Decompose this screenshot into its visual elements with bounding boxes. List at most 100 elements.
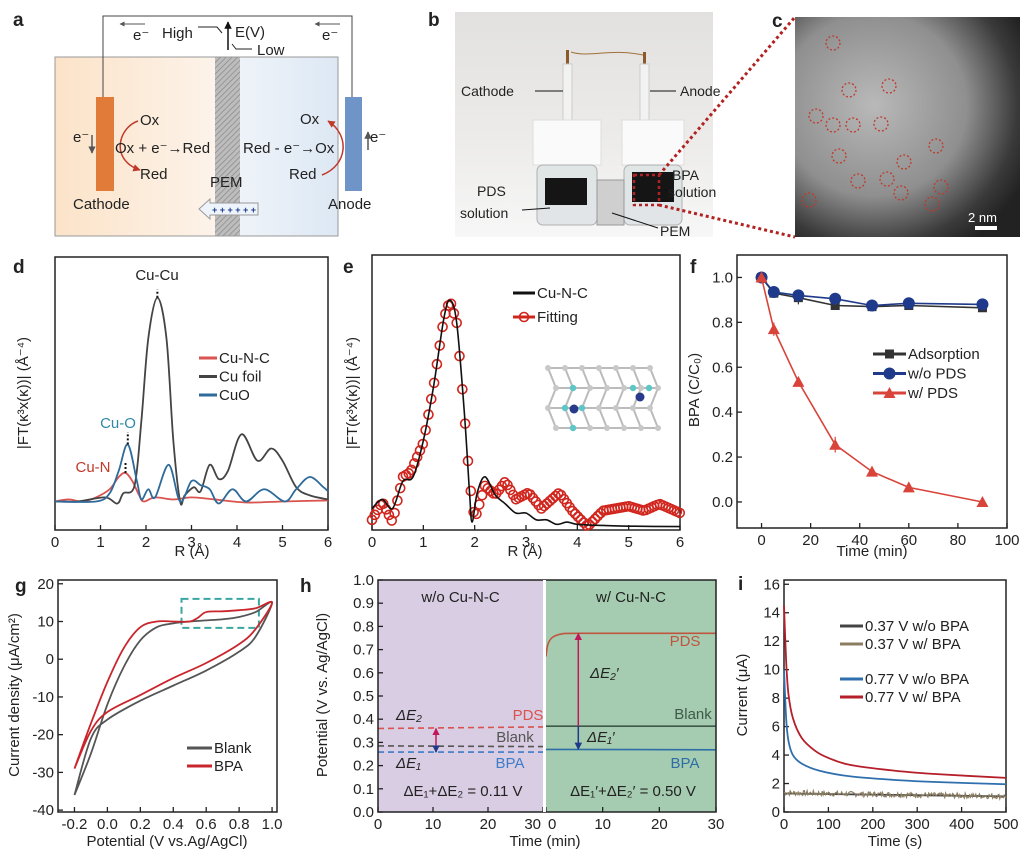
x-tick-label: 0.6 (196, 816, 217, 833)
x-axis-label: R (Å) (508, 543, 543, 560)
panel-b-photo: Cathode Anode PDS solution BPA solution … (455, 12, 797, 239)
x-tick-label: 300 (905, 816, 930, 833)
x-tick-label: 60 (900, 532, 917, 549)
zoom-line-top (657, 16, 797, 176)
cathode-photo-label: Cathode (461, 83, 514, 99)
bond (649, 387, 659, 409)
marker-open-circle (476, 489, 488, 501)
panel-c-tem-image: 2 nm (795, 17, 1020, 237)
x-tick-label: 400 (949, 816, 974, 833)
series-line-noisy (783, 788, 1007, 801)
x-tick-label: 2 (470, 534, 478, 551)
y-tick-label: 1.0 (712, 269, 733, 286)
panel-a-schematic: e⁻ e⁻ High E(V) Low e⁻ e⁻ Ox Ox + e⁻→Red… (54, 15, 386, 237)
x-tick-label: 30 (524, 816, 541, 833)
y-axis-label: BPA (C/C₀) (686, 353, 703, 427)
x-tick-label: 1 (419, 534, 427, 551)
carbon-atom (655, 385, 661, 391)
panel-label-f: f (690, 257, 697, 278)
series-line-blank (73, 600, 273, 796)
low-label: Low (257, 42, 285, 59)
subpanel-background (546, 580, 716, 812)
marker-open-circle (518, 311, 530, 323)
y-tick-label: 0.2 (712, 449, 733, 466)
bpa-label: BPA (496, 755, 525, 772)
subpanel-without-catalyst: 0 10 20 30 w/o Cu-N-C ΔE₂ PDS Blank ΔE₁ BPA ΔE₁+ΔE… (374, 580, 544, 833)
x-tick-label: -0.2 (62, 816, 88, 833)
marker-circle (792, 289, 805, 302)
carbon-atom (638, 385, 644, 391)
legend-label: w/o PDS (907, 366, 966, 383)
plot-frame (736, 254, 1008, 529)
y-axis-label: Current (μA) (734, 654, 751, 737)
cathode-reaction-label: Ox + e⁻→Red (115, 140, 210, 157)
atom-marker-circle (924, 196, 940, 212)
carbon-atom (553, 385, 559, 391)
carbon-atom (647, 365, 653, 371)
y-tick-label: 0.0 (353, 804, 374, 821)
marker-open-circle (471, 508, 482, 520)
nitrogen-atom (561, 404, 569, 412)
x-tick-label: 20 (480, 816, 497, 833)
high-label: High (162, 25, 193, 42)
cathode-ox-label: Ox (140, 112, 160, 129)
x-tick-label: 0.0 (97, 816, 118, 833)
marker-open-circle (572, 511, 584, 523)
bond (615, 387, 625, 409)
marker-triangle (976, 495, 989, 507)
x-tick-label: 4 (233, 534, 241, 551)
carbon-atom (587, 425, 593, 431)
x-tick-label: 2 (142, 534, 150, 551)
nitrogen-atom (569, 384, 577, 392)
x-tick-label: 100 (994, 532, 1019, 549)
x-tick-label: 100 (816, 816, 841, 833)
carbon-atom (587, 385, 593, 391)
bond (564, 387, 574, 409)
carbon-atom (613, 405, 619, 411)
panel-label-g: g (15, 576, 27, 597)
panel-label-b: b (428, 10, 440, 31)
delta-e2-label: ΔE₂ (395, 707, 422, 724)
cathode-electrode (96, 97, 114, 191)
delta-e2-prime-label: ΔE₂′ (589, 665, 620, 682)
series-line-0-77-v-w-bpa (783, 605, 1007, 779)
carbon-atom (655, 425, 661, 431)
series-line-pds (377, 726, 544, 730)
x-tick-label: 0 (757, 532, 765, 549)
marker-open-circle (411, 451, 423, 463)
y-tick-label: 4 (772, 747, 780, 764)
delta-sum-prime-label: ΔE₁′+ΔE₂′ = 0.50 V (570, 783, 696, 800)
pem-clamp (596, 179, 625, 226)
atom-marker-circle (831, 148, 847, 164)
pds-label: PDS (670, 633, 701, 650)
tem-image (795, 17, 1020, 237)
scale-bar-label: 2 nm (968, 210, 997, 225)
bpa-label-line1: BPA (672, 167, 700, 183)
marker-circle (767, 286, 780, 299)
chart-panel-e: 0 1 2 3 4 5 6 Cu-N-C Fitting R (Å) |FT(κ³x(κ))| (Å… (344, 254, 686, 560)
carbon-atom (553, 425, 559, 431)
x-tick-label: 20 (651, 816, 668, 833)
carbon-atom (621, 425, 627, 431)
carbon-atom (579, 365, 585, 371)
x-tick-label: 5 (624, 534, 632, 551)
anode-ox-label: Ox (300, 111, 320, 128)
y-tick-label: 0 (772, 804, 780, 821)
x-tick-label: 0 (368, 534, 376, 551)
x-tick-label: 6 (676, 534, 684, 551)
cathode-chamber (55, 57, 215, 236)
pds-label: PDS (513, 707, 544, 724)
x-tick-label: 5 (278, 534, 286, 551)
external-wire (102, 15, 353, 97)
pem-photo-label: PEM (660, 223, 690, 239)
marker-open-circle (465, 485, 477, 497)
bond (598, 387, 608, 409)
bond (649, 407, 659, 429)
marker-square (885, 349, 894, 359)
carbon-atom (604, 425, 610, 431)
bond (564, 407, 574, 429)
high-pointer (198, 26, 223, 34)
y-tick-label: -40 (32, 802, 54, 819)
marker-open-circle (567, 505, 578, 517)
cu-n-annotation: Cu-N (75, 459, 110, 476)
